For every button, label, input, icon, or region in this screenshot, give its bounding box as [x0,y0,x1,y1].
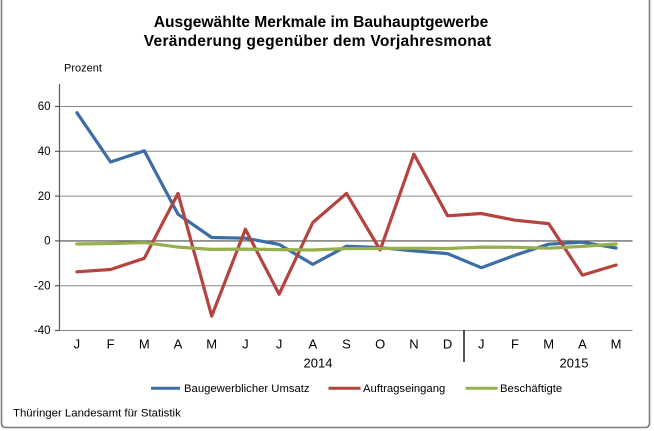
svg-text:Auftragseingang: Auftragseingang [363,383,445,395]
svg-text:Veränderung gegenüber dem Vorj: Veränderung gegenüber dem Vorjahresmonat [144,33,492,50]
svg-text:Ausgewählte Merkmale im Bauhau: Ausgewählte Merkmale im Bauhauptgewerbe [154,14,489,31]
svg-text:2014: 2014 [304,356,333,371]
svg-text:60: 60 [38,101,51,113]
svg-text:40: 40 [38,146,51,158]
svg-text:0: 0 [44,236,50,248]
svg-text:Baugewerblicher Umsatz: Baugewerblicher Umsatz [184,383,310,395]
svg-text:Beschäftigte: Beschäftigte [500,383,562,395]
svg-text:Prozent: Prozent [64,63,102,75]
svg-text:Thüringer Landesamt für Statis: Thüringer Landesamt für Statistik [13,407,181,419]
svg-text:A: A [174,337,183,352]
svg-text:2015: 2015 [560,356,589,371]
svg-text:O: O [375,337,385,352]
svg-text:M: M [139,337,150,352]
svg-text:F: F [107,337,115,352]
svg-text:J: J [276,337,283,352]
svg-text:F: F [511,337,519,352]
svg-text:-40: -40 [34,325,51,337]
svg-text:M: M [206,337,217,352]
svg-text:S: S [342,337,351,352]
svg-text:A: A [578,337,587,352]
svg-text:A: A [308,337,317,352]
svg-text:M: M [611,337,622,352]
svg-text:D: D [443,337,452,352]
svg-text:J: J [74,337,81,352]
svg-text:M: M [543,337,554,352]
svg-text:J: J [478,337,485,352]
svg-text:N: N [409,337,418,352]
svg-text:20: 20 [38,191,51,203]
svg-text:J: J [242,337,249,352]
svg-text:-20: -20 [34,280,51,292]
